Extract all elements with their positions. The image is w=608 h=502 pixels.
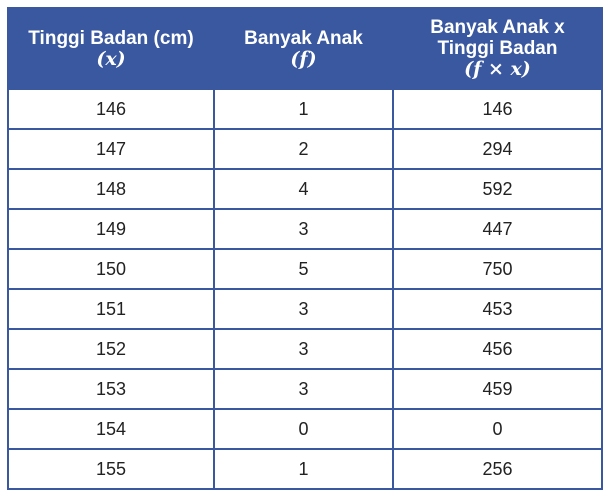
header-product-symbol: (𝒇 × 𝒙): [464, 58, 531, 80]
cell-product: 750: [392, 248, 603, 290]
table-row: 150 5 750: [7, 248, 603, 290]
cell-count: 3: [213, 208, 394, 250]
cell-count: 1: [213, 88, 394, 130]
cell-product: 592: [392, 168, 603, 210]
cell-count: 3: [213, 288, 394, 330]
header-product-label-line1: Banyak Anak x: [430, 17, 565, 38]
cell-count: 4: [213, 168, 394, 210]
cell-count: 3: [213, 328, 394, 370]
cell-count: 2: [213, 128, 394, 170]
cell-height: 153: [7, 368, 215, 410]
header-product-label-line2: Tinggi Badan: [437, 38, 558, 59]
header-height: Tinggi Badan (cm) (𝒙): [7, 7, 215, 90]
cell-product: 456: [392, 328, 603, 370]
table-row: 148 4 592: [7, 168, 603, 210]
cell-product: 256: [392, 448, 603, 490]
header-count: Banyak Anak (𝒇): [213, 7, 394, 90]
header-height-label: Tinggi Badan (cm): [28, 27, 194, 49]
header-count-label: Banyak Anak: [244, 27, 363, 49]
cell-height: 150: [7, 248, 215, 290]
table-row: 152 3 456: [7, 328, 603, 370]
cell-height: 148: [7, 168, 215, 210]
cell-count: 5: [213, 248, 394, 290]
header-product: Banyak Anak x Tinggi Badan (𝒇 × 𝒙): [392, 7, 603, 90]
table-row: 154 0 0: [7, 408, 603, 450]
table-row: 149 3 447: [7, 208, 603, 250]
cell-product: 459: [392, 368, 603, 410]
cell-product: 453: [392, 288, 603, 330]
table-row: 147 2 294: [7, 128, 603, 170]
table-row: 153 3 459: [7, 368, 603, 410]
cell-product: 447: [392, 208, 603, 250]
header-row: Tinggi Badan (cm) (𝒙) Banyak Anak (𝒇) Ba…: [7, 7, 603, 90]
cell-height: 149: [7, 208, 215, 250]
cell-count: 0: [213, 408, 394, 450]
table-body: 146 1 146 147 2 294 148 4 592 149 3 447 …: [7, 88, 603, 490]
table-row: 155 1 256: [7, 448, 603, 490]
cell-height: 155: [7, 448, 215, 490]
cell-count: 3: [213, 368, 394, 410]
cell-height: 154: [7, 408, 215, 450]
cell-height: 151: [7, 288, 215, 330]
table-row: 151 3 453: [7, 288, 603, 330]
cell-height: 146: [7, 88, 215, 130]
table-header: Tinggi Badan (cm) (𝒙) Banyak Anak (𝒇) Ba…: [7, 7, 603, 90]
cell-height: 152: [7, 328, 215, 370]
header-height-symbol: (𝒙): [96, 47, 126, 70]
table-row: 146 1 146: [7, 88, 603, 130]
height-frequency-table: Tinggi Badan (cm) (𝒙) Banyak Anak (𝒇) Ba…: [7, 7, 603, 490]
data-table-container: Tinggi Badan (cm) (𝒙) Banyak Anak (𝒇) Ba…: [7, 7, 603, 496]
cell-height: 147: [7, 128, 215, 170]
cell-product: 294: [392, 128, 603, 170]
cell-count: 1: [213, 448, 394, 490]
header-count-symbol: (𝒇): [290, 47, 317, 70]
cell-product: 146: [392, 88, 603, 130]
cell-product: 0: [392, 408, 603, 450]
